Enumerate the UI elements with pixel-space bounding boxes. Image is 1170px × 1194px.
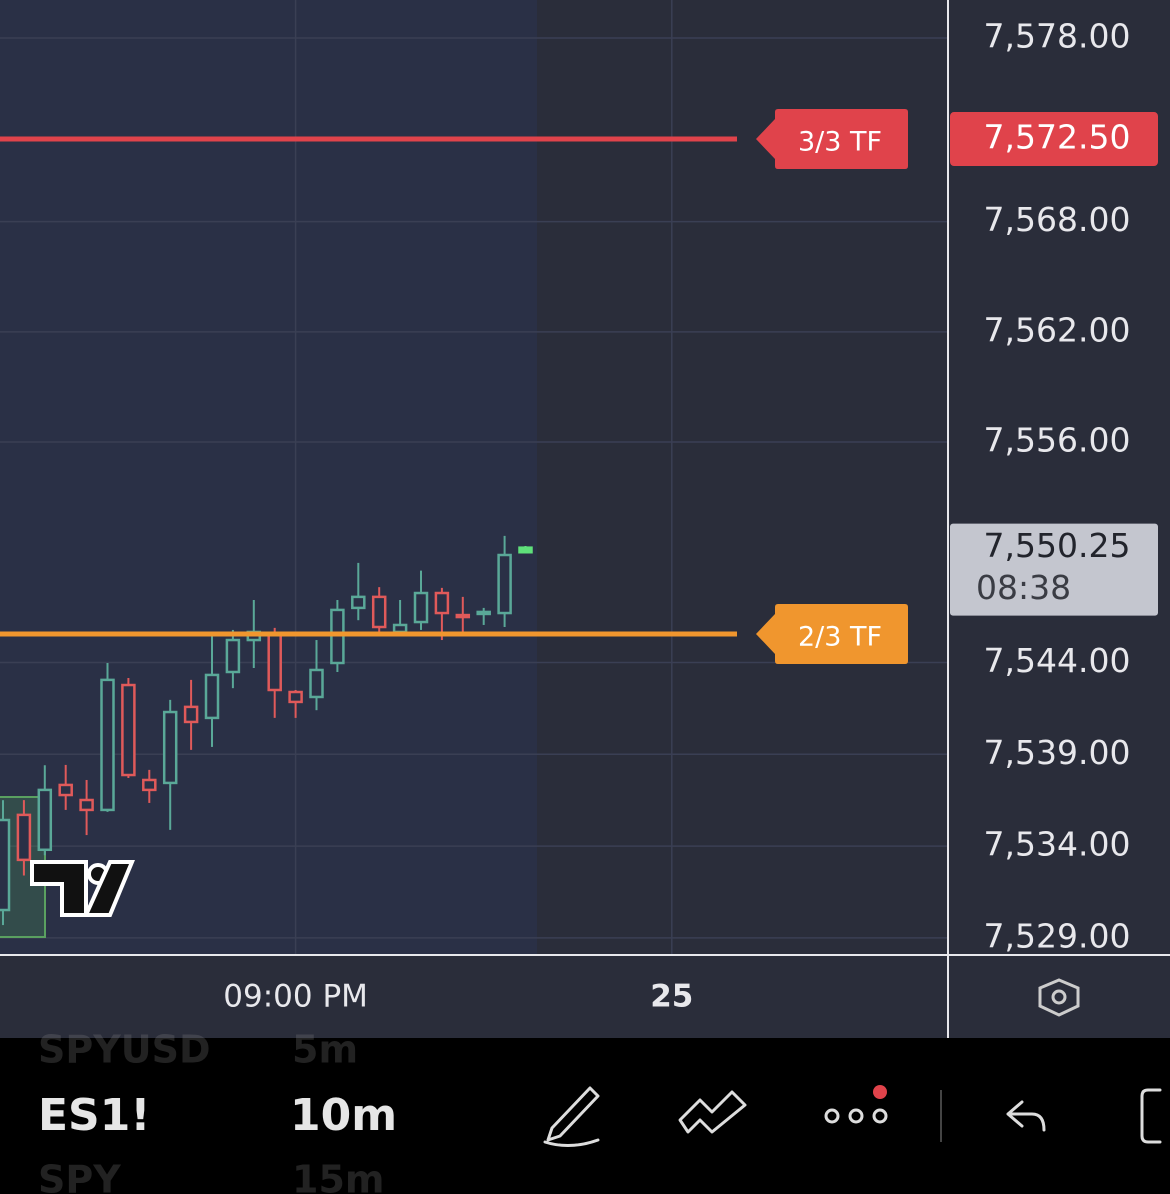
x-tick-label: 09:00 PM bbox=[223, 979, 368, 1015]
candle-body bbox=[413, 591, 429, 624]
grid bbox=[0, 0, 948, 955]
interval-option[interactable]: 5m bbox=[292, 1028, 358, 1072]
y-tick-label: 7,529.00 bbox=[984, 916, 1131, 955]
x-tick-label: 25 bbox=[650, 979, 693, 1015]
interval[interactable]: 10m bbox=[290, 1090, 397, 1141]
candle-body bbox=[476, 610, 491, 616]
pattern-tool-icon[interactable] bbox=[678, 1090, 747, 1134]
candle-body bbox=[267, 632, 282, 692]
level-tag bbox=[756, 603, 908, 664]
candle-body bbox=[392, 623, 408, 634]
candle-body bbox=[79, 798, 94, 812]
candle-body bbox=[371, 595, 387, 629]
bar-countdown: 08:38 bbox=[976, 568, 1071, 607]
candle-body bbox=[204, 673, 220, 720]
candle-body bbox=[225, 638, 241, 674]
settings-icon[interactable] bbox=[1038, 978, 1080, 1017]
candle-body bbox=[288, 690, 303, 704]
candle-body bbox=[100, 678, 115, 812]
candle-body bbox=[37, 788, 53, 852]
level-tag bbox=[756, 109, 908, 170]
symbol-option[interactable]: SPYUSD bbox=[38, 1028, 211, 1072]
fullscreen-icon[interactable] bbox=[1140, 1088, 1162, 1144]
y-tick-label: 7,568.00 bbox=[984, 200, 1131, 239]
y-tick-label: 7,539.00 bbox=[984, 733, 1131, 772]
levels: 3/3 TF 7,572.50 2/3 TF bbox=[0, 109, 1158, 664]
level-price-box bbox=[950, 112, 1158, 167]
candles bbox=[0, 535, 533, 926]
level-price-label: 7,572.50 bbox=[984, 118, 1131, 157]
candle-body bbox=[455, 613, 471, 619]
undo-icon[interactable] bbox=[1006, 1100, 1046, 1132]
candle-body bbox=[162, 710, 178, 785]
last-price-box bbox=[950, 523, 1158, 616]
toolbar bbox=[0, 1038, 1170, 1194]
interval-option[interactable]: 15m bbox=[292, 1158, 384, 1194]
y-tick-label: 7,544.00 bbox=[984, 641, 1131, 680]
candle-body bbox=[121, 683, 136, 777]
candle-body bbox=[309, 668, 324, 699]
level-label: 2/3 TF bbox=[798, 621, 882, 652]
candle-body bbox=[0, 818, 11, 912]
y-tick-label: 7,534.00 bbox=[984, 825, 1131, 864]
last-price-label: 7,550.25 bbox=[984, 526, 1131, 565]
candle-body bbox=[142, 778, 157, 792]
symbol[interactable]: ES1! bbox=[38, 1090, 150, 1141]
draw-tool-icon[interactable] bbox=[543, 1086, 600, 1147]
tradingview-logo bbox=[30, 860, 135, 917]
candle-body bbox=[183, 705, 199, 724]
symbol-option[interactable]: SPY bbox=[38, 1158, 121, 1194]
candle-body bbox=[497, 553, 512, 615]
more-icon-dot bbox=[848, 1108, 864, 1124]
price-axis: 7,578.00 7,568.00 7,562.00 7,556.00 7,544.00… bbox=[950, 17, 1158, 955]
candle-body bbox=[351, 595, 366, 610]
candle-body bbox=[434, 591, 450, 615]
more-icon[interactable] bbox=[824, 1108, 840, 1124]
notification-dot bbox=[873, 1085, 887, 1099]
y-tick-label: 7,562.00 bbox=[984, 310, 1131, 349]
settings-icon-dot bbox=[1051, 989, 1067, 1005]
candle-body bbox=[518, 546, 533, 554]
y-tick-label: 7,556.00 bbox=[984, 421, 1131, 460]
level-label: 3/3 TF bbox=[798, 127, 882, 158]
y-tick-label: 7,578.00 bbox=[984, 17, 1131, 56]
candle-body bbox=[16, 813, 32, 862]
more-icon-dot bbox=[872, 1108, 888, 1124]
candle-body bbox=[58, 783, 73, 797]
session-background bbox=[0, 0, 537, 955]
